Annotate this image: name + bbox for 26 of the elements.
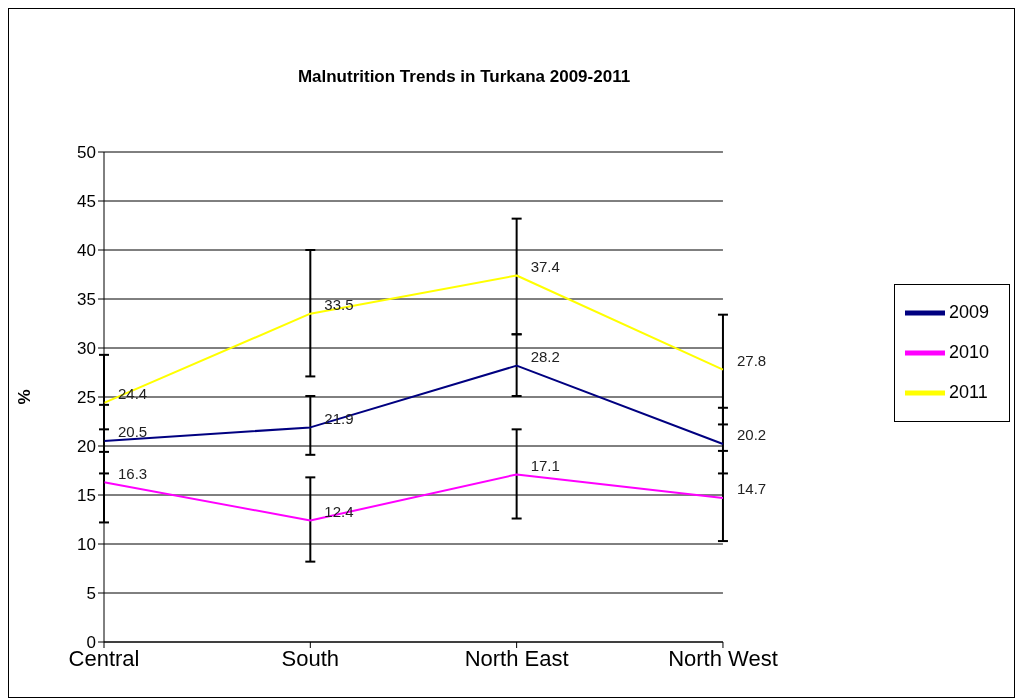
x-tick-label: North East xyxy=(464,645,569,671)
y-tick-label: 45 xyxy=(77,192,96,212)
y-tick-label: 10 xyxy=(77,535,96,555)
y-axis-title: % xyxy=(14,389,35,405)
x-tick-label: South xyxy=(281,645,340,671)
legend-label: 2011 xyxy=(948,381,988,402)
data-label: 20.5 xyxy=(118,423,148,441)
data-label: 17.1 xyxy=(530,456,560,474)
y-tick-label: 35 xyxy=(77,290,96,310)
y-tick-label: 5 xyxy=(86,584,96,604)
legend-label: 2010 xyxy=(948,341,989,362)
data-label: 28.2 xyxy=(530,347,560,365)
y-tick-label: 15 xyxy=(77,486,96,506)
data-label: 27.8 xyxy=(736,351,767,369)
y-tick-label: 30 xyxy=(77,339,96,359)
data-label: 37.4 xyxy=(530,257,560,275)
chart-title: Malnutrition Trends in Turkana 2009-2011 xyxy=(296,67,632,87)
y-tick-label: 25 xyxy=(77,388,96,408)
x-tick-label: North West xyxy=(668,645,778,671)
data-label: 20.2 xyxy=(736,426,767,444)
y-tick-label: 20 xyxy=(77,437,96,457)
y-tick-label: 40 xyxy=(77,241,96,261)
y-tick-label: 50 xyxy=(77,143,96,163)
data-label: 16.3 xyxy=(118,464,148,482)
data-label: 14.7 xyxy=(736,480,767,498)
legend-label: 2009 xyxy=(948,301,989,322)
